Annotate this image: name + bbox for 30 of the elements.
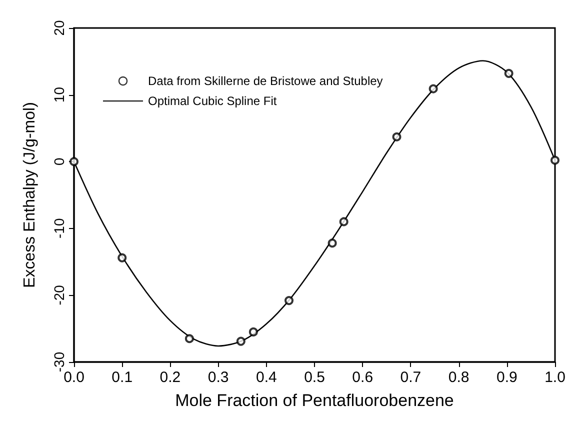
y-axis-title: Excess Enthalpy (J/g-mol) <box>22 102 38 288</box>
point <box>236 336 246 346</box>
point <box>550 156 560 165</box>
x-tick-label: 0.4 <box>256 369 277 386</box>
legend-label: Data from Skillerne de Bristowe and Stubley <box>148 74 383 88</box>
x-tick-label: 0.3 <box>208 369 229 386</box>
x-axis-title: Mole Fraction of Pentafluorobenzene <box>175 391 454 410</box>
point <box>328 238 337 248</box>
point <box>184 334 194 344</box>
legend-label: Optimal Cubic Spline Fit <box>148 94 278 108</box>
point <box>284 296 294 306</box>
x-tick-label: 1.0 <box>544 369 566 386</box>
x-tick-label: 0.8 <box>448 369 470 386</box>
x-tick-label: 0.1 <box>112 369 133 386</box>
x-tick-label: 0.6 <box>352 369 374 386</box>
point <box>392 132 402 142</box>
y-tick-label: -10 <box>51 218 67 239</box>
x-tick-label: 0.7 <box>400 369 422 386</box>
point <box>118 253 127 262</box>
point <box>428 84 438 94</box>
x-tick-label: 0.2 <box>160 369 181 386</box>
x-tick-label: 0.5 <box>304 369 325 386</box>
y-tick-label: 10 <box>51 86 67 103</box>
point <box>339 217 348 226</box>
y-tick-label: -20 <box>51 284 67 306</box>
y-tick-label: 0 <box>51 158 67 166</box>
point <box>504 68 514 78</box>
x-tick-label: 0.9 <box>496 369 518 386</box>
point <box>248 327 258 336</box>
y-tick-label: 20 <box>51 20 67 36</box>
